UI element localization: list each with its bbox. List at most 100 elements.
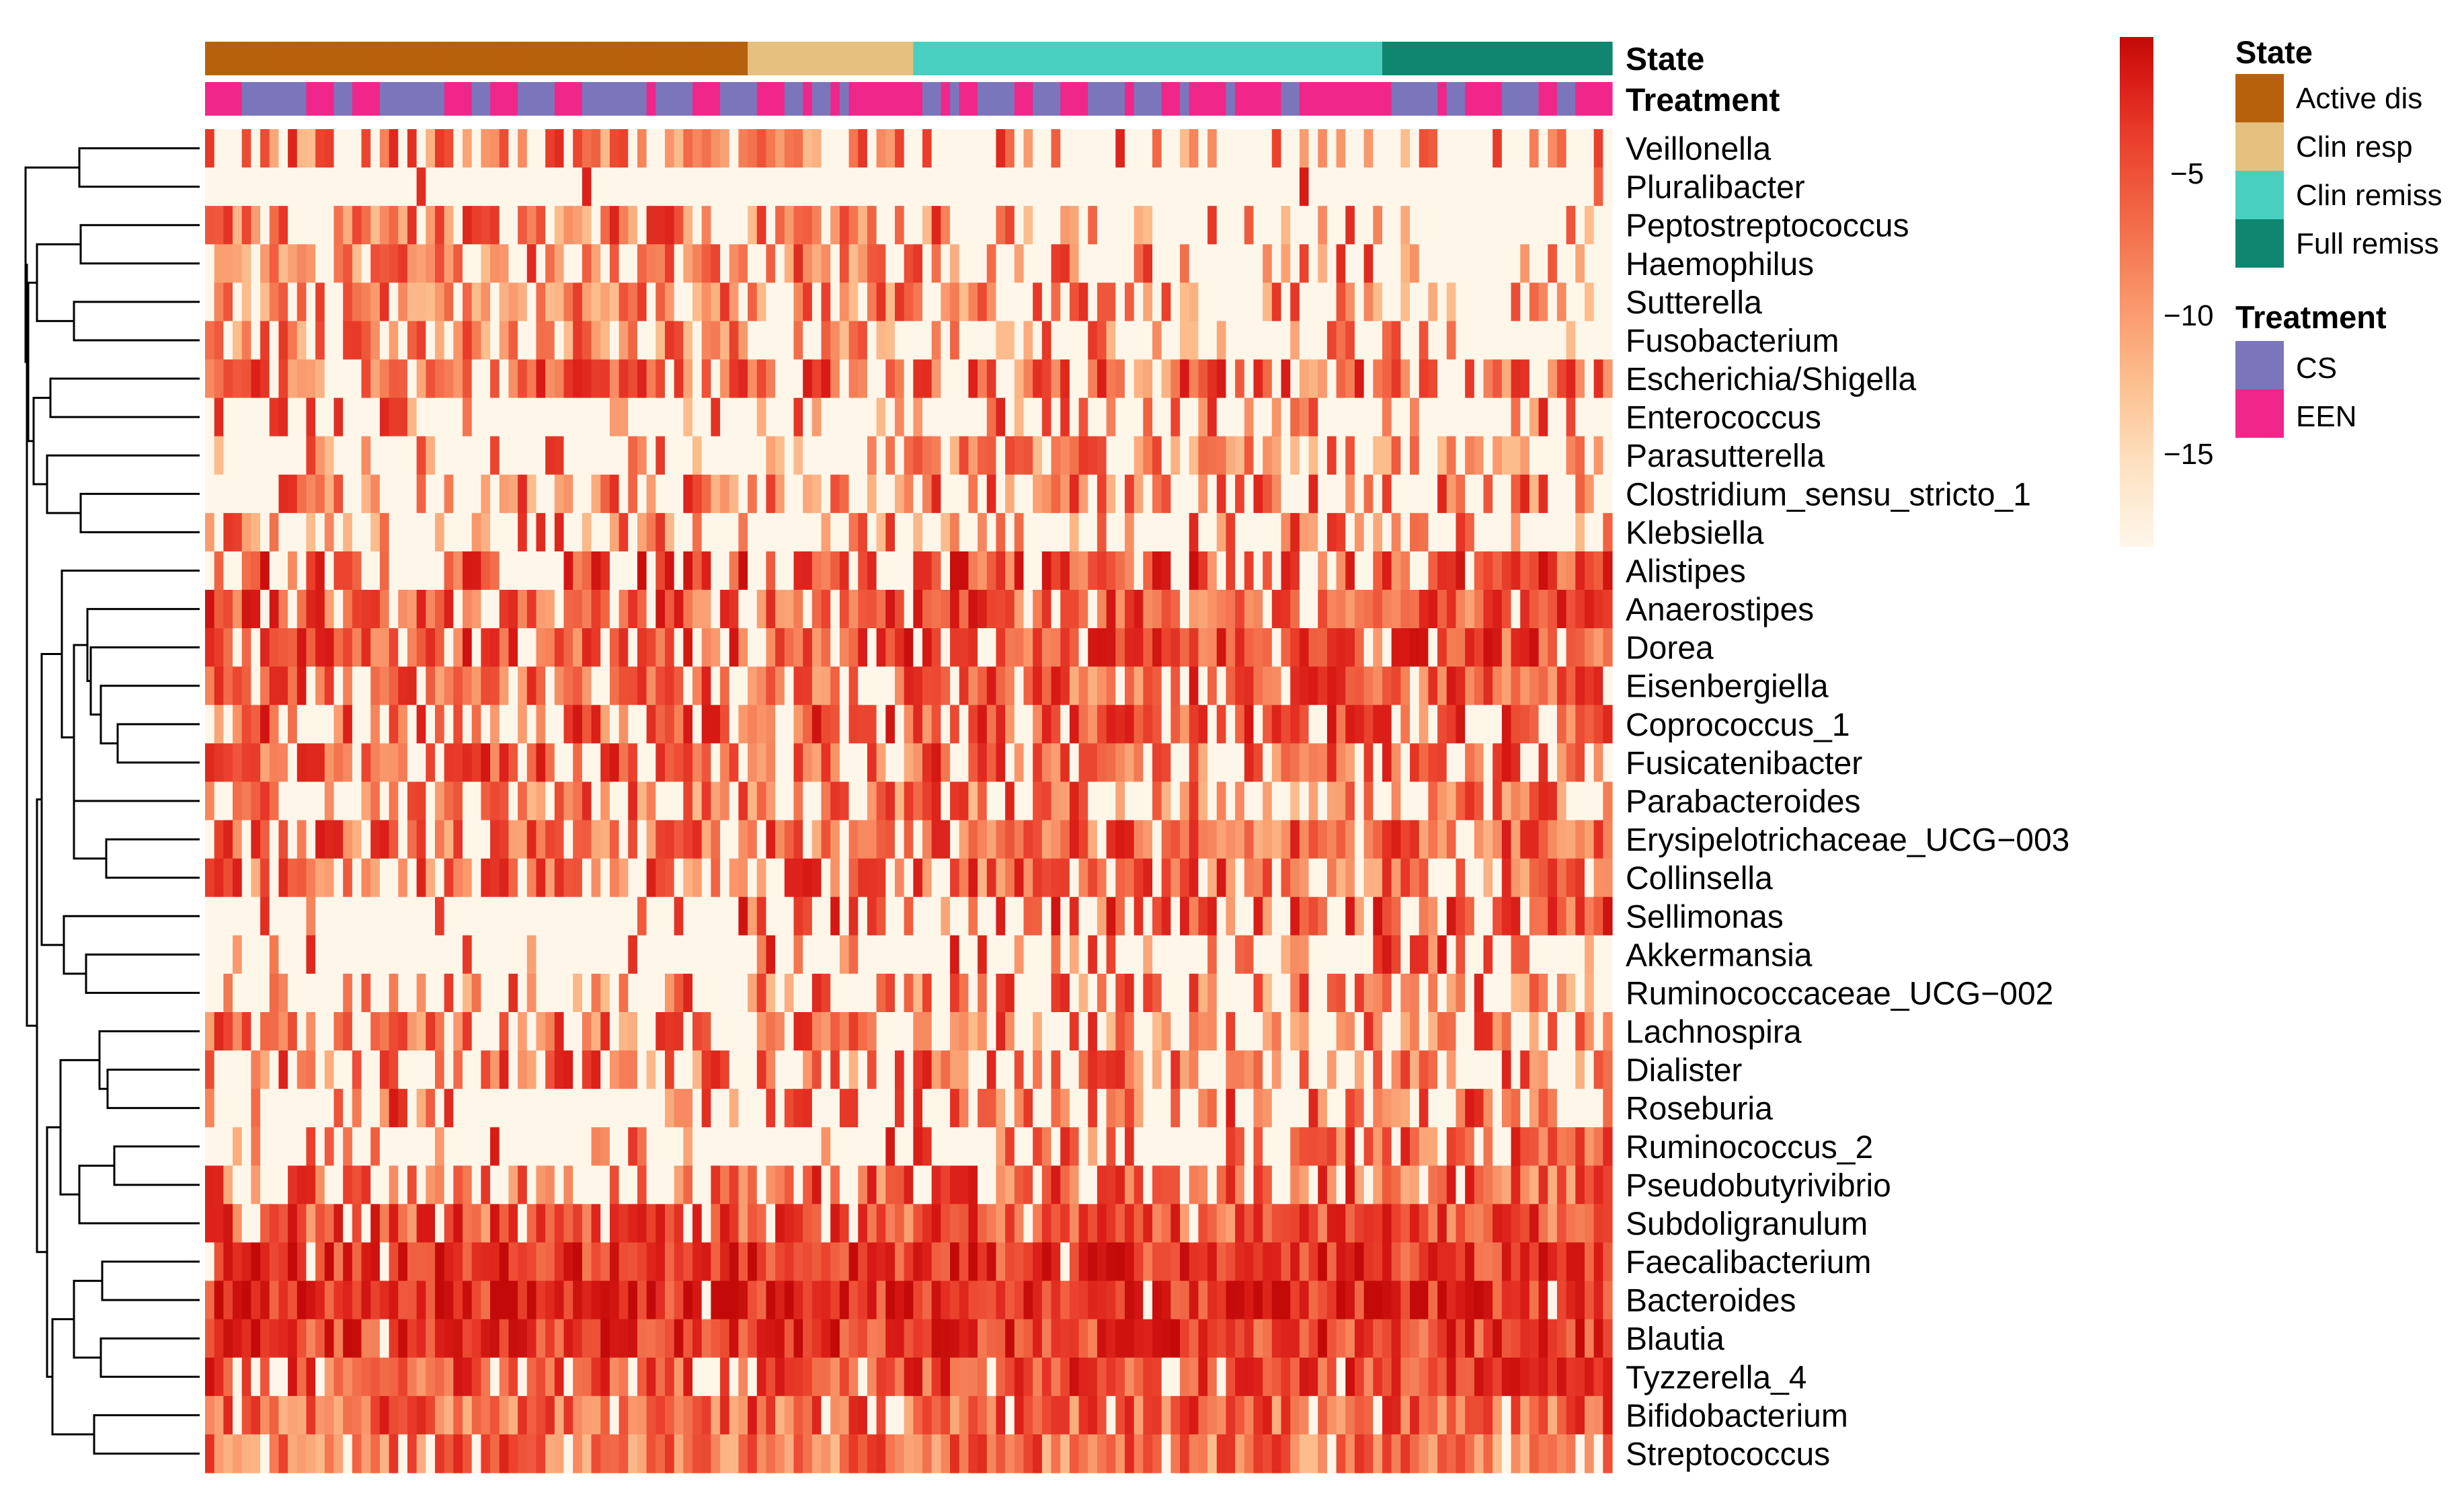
heatmap-cell <box>1263 935 1273 974</box>
heatmap-cell <box>545 282 555 322</box>
heatmap-cell <box>536 1204 546 1243</box>
heatmap-cell <box>407 820 418 859</box>
heatmap-cell <box>729 1280 740 1320</box>
heatmap-cell <box>1520 590 1530 629</box>
heatmap-cell <box>426 1204 436 1243</box>
heatmap-cell <box>1069 321 1080 360</box>
heatmap-cell <box>1410 1050 1420 1089</box>
heatmap-cell <box>1419 1127 1429 1166</box>
treatment-cell <box>683 82 693 116</box>
heatmap-cell <box>904 321 914 360</box>
heatmap-cell <box>674 474 684 514</box>
heatmap-cell <box>471 743 481 783</box>
heatmap-cell <box>1336 743 1346 783</box>
heatmap-cell <box>986 129 997 168</box>
heatmap-cell <box>481 1204 491 1243</box>
heatmap-cell <box>1106 781 1116 821</box>
heatmap-cell <box>968 1050 978 1089</box>
heatmap-cell <box>986 820 997 859</box>
heatmap-cell <box>1189 1127 1199 1166</box>
heatmap-cell <box>784 666 795 705</box>
heatmap-cell <box>241 1280 251 1320</box>
heatmap-cell <box>416 512 426 552</box>
heatmap-cell <box>748 512 758 552</box>
heatmap-cell <box>1584 935 1595 974</box>
heatmap-cell <box>1041 896 1052 936</box>
heatmap-cell <box>1419 1242 1429 1282</box>
heatmap-cell <box>518 1127 528 1166</box>
heatmap-cell <box>1023 206 1033 245</box>
heatmap-cell <box>582 1089 592 1128</box>
heatmap-cell <box>1051 474 1061 514</box>
heatmap-cell <box>508 935 518 974</box>
heatmap-cell <box>922 858 932 898</box>
treatment-cell <box>205 82 215 116</box>
heatmap-cell <box>1575 820 1585 859</box>
heatmap-cell <box>858 1011 868 1051</box>
heatmap-cell <box>968 551 978 590</box>
heatmap-cell <box>481 628 491 667</box>
heatmap-cell <box>379 1280 390 1320</box>
heatmap-cell <box>1253 167 1263 206</box>
treatment-cell <box>426 82 436 116</box>
heatmap-cell <box>1235 1242 1245 1282</box>
heatmap-cell <box>867 206 877 245</box>
heatmap-cell <box>1041 512 1052 552</box>
heatmap-cell <box>453 781 463 821</box>
heatmap-cell <box>1216 1204 1227 1243</box>
heatmap-cell <box>848 743 859 783</box>
heatmap-cell <box>1088 781 1098 821</box>
heatmap-cell <box>894 820 905 859</box>
heatmap-cell <box>986 282 997 322</box>
heatmap-cell <box>1115 551 1125 590</box>
heatmap-cell <box>1014 628 1025 667</box>
heatmap-cell <box>463 628 473 667</box>
heatmap-cell <box>278 397 288 437</box>
heatmap-cell <box>398 973 408 1013</box>
heatmap-cell <box>426 129 436 168</box>
heatmap-cell <box>1336 1011 1346 1051</box>
heatmap-cell <box>1271 1089 1282 1128</box>
heatmap-cell <box>1244 781 1255 821</box>
heatmap-cell <box>1391 474 1401 514</box>
heatmap-cell <box>1235 743 1245 783</box>
heatmap-cell <box>729 820 740 859</box>
state-cell <box>664 42 675 75</box>
heatmap-cell <box>251 1127 261 1166</box>
heatmap-cell <box>1437 1204 1447 1243</box>
state-cell <box>1097 42 1107 75</box>
heatmap-cell <box>1400 206 1410 245</box>
heatmap-cell <box>1593 1165 1603 1204</box>
heatmap-cell <box>370 206 381 245</box>
heatmap-cell <box>913 1050 923 1089</box>
heatmap-cell <box>333 1280 344 1320</box>
heatmap-cell <box>1474 743 1484 783</box>
heatmap-cell <box>830 628 840 667</box>
heatmap-cell <box>1014 1165 1025 1204</box>
heatmap-cell <box>453 474 463 514</box>
state-cell <box>1308 42 1318 75</box>
heatmap-cell <box>1566 1089 1576 1128</box>
heatmap-cell <box>1226 743 1236 783</box>
heatmap-cell <box>1152 397 1162 437</box>
heatmap-cell <box>1216 321 1227 360</box>
heatmap-cell <box>1437 321 1447 360</box>
heatmap-cell <box>1318 551 1328 590</box>
heatmap-cell <box>1456 282 1466 322</box>
heatmap-cell <box>536 359 546 399</box>
heatmap-cell <box>1556 781 1567 821</box>
heatmap-cell <box>839 1165 850 1204</box>
heatmap-cell <box>1115 705 1125 744</box>
state-cell <box>1318 42 1328 75</box>
heatmap-cell <box>913 1165 923 1204</box>
heatmap-cell <box>370 129 381 168</box>
heatmap-cell <box>904 1280 914 1320</box>
heatmap-cell <box>848 896 859 936</box>
heatmap-cell <box>904 359 914 399</box>
heatmap-cell <box>950 167 960 206</box>
heatmap-cell <box>1005 858 1015 898</box>
heatmap-cell <box>370 781 381 821</box>
state-cell <box>1235 42 1245 75</box>
state-cell <box>646 42 656 75</box>
heatmap-cell <box>1170 1242 1181 1282</box>
